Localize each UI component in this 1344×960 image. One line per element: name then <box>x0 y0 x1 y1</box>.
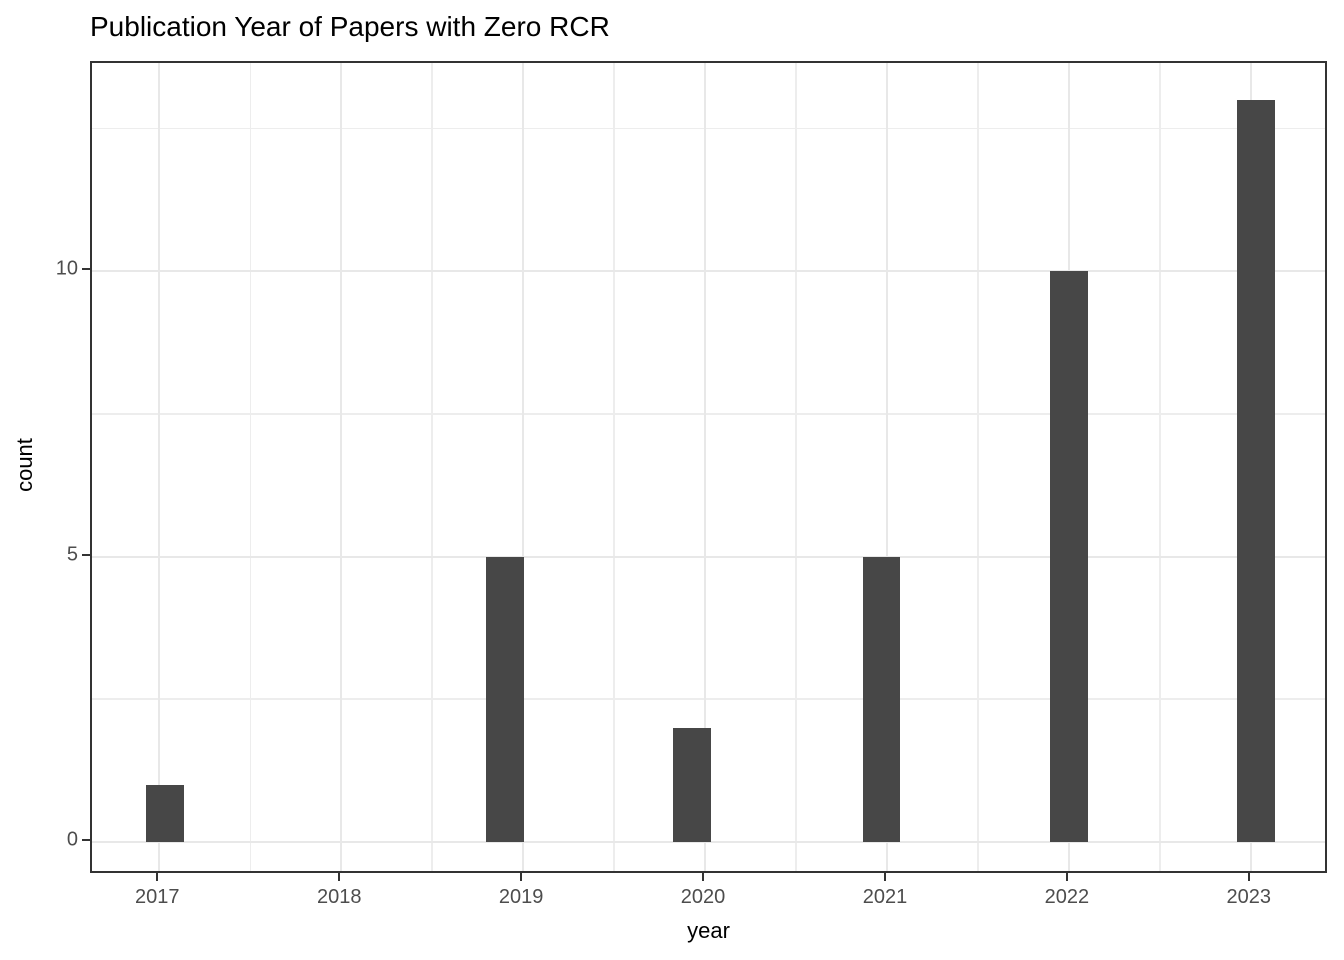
x-tick-mark <box>1065 873 1068 881</box>
y-tick-label: 10 <box>55 257 78 280</box>
gridline-major-horizontal <box>92 840 1325 843</box>
y-tick-label: 5 <box>66 543 78 566</box>
histogram-bar-2019 <box>486 556 524 842</box>
gridline-minor-vertical <box>795 63 797 871</box>
histogram-bar-2022 <box>1050 271 1088 842</box>
x-tick-label: 2017 <box>135 886 180 908</box>
y-tick-mark <box>82 553 90 556</box>
gridline-minor-vertical <box>613 63 615 871</box>
histogram-bar-2020 <box>673 727 712 842</box>
gridline-major-horizontal <box>92 555 1325 558</box>
y-tick-mark <box>82 838 90 841</box>
x-tick-label: 2019 <box>498 886 544 908</box>
gridline-minor-vertical <box>431 63 433 871</box>
x-tick-mark <box>702 873 705 881</box>
gridline-minor-horizontal <box>92 413 1325 415</box>
y-axis-title: count <box>12 438 37 492</box>
y-tick-label: 0 <box>66 828 78 851</box>
x-tick-label: 2018 <box>316 886 362 908</box>
gridline-minor-horizontal <box>92 698 1325 700</box>
histogram-bar-2017 <box>145 784 184 842</box>
gridline-minor-horizontal <box>92 127 1325 130</box>
x-tick-label: 2022 <box>1044 886 1090 908</box>
x-tick-mark <box>1247 873 1250 881</box>
x-tick-mark <box>520 873 523 881</box>
y-tick-mark <box>82 268 90 271</box>
chart-title: Publication Year of Papers with Zero RCR <box>90 11 610 42</box>
gridline-major-horizontal <box>92 270 1325 273</box>
x-tick-mark <box>883 873 886 881</box>
x-tick-mark <box>338 873 341 881</box>
gridline-major-vertical <box>522 63 525 871</box>
plot-panel <box>90 61 1327 873</box>
histogram-bar-2023 <box>1237 100 1276 842</box>
gridline-minor-vertical <box>249 63 251 871</box>
x-tick-label: 2020 <box>680 886 726 908</box>
gridline-major-vertical <box>885 63 888 871</box>
gridline-minor-vertical <box>1159 63 1161 871</box>
histogram-bar-2021 <box>862 556 901 842</box>
gridline-major-vertical <box>340 63 343 871</box>
gridline-major-vertical <box>158 63 161 871</box>
gridline-minor-vertical <box>977 63 979 871</box>
gridline-major-vertical <box>704 63 707 871</box>
x-tick-label: 2021 <box>862 886 908 908</box>
x-tick-mark <box>156 873 159 881</box>
x-tick-label: 2023 <box>1226 886 1272 908</box>
x-axis-title: year <box>687 918 730 943</box>
